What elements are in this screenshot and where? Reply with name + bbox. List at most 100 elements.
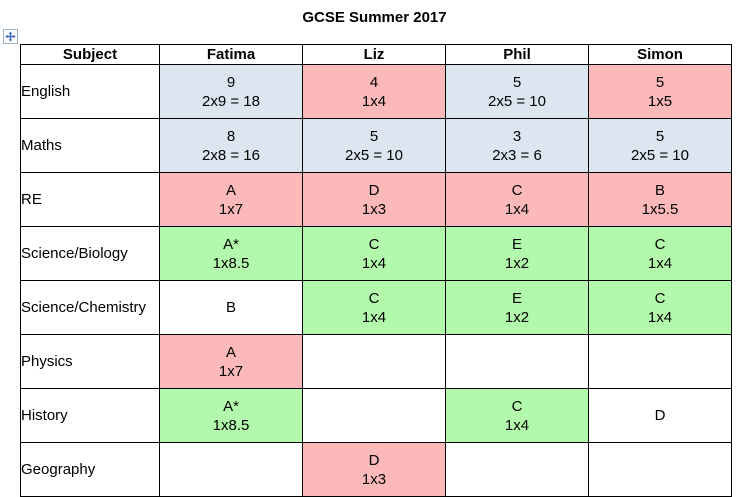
grade-cell[interactable]: E 1x2	[445, 280, 589, 335]
grade-value: C	[368, 289, 380, 307]
column-header-phil[interactable]: Phil	[445, 44, 589, 65]
grade-value: 8	[226, 127, 236, 145]
grade-cell[interactable]: C 1x4	[588, 280, 732, 335]
grade-calc: 1x2	[504, 308, 530, 326]
table-row: History A* 1x8.5 C 1x4 D	[20, 388, 732, 443]
grade-cell[interactable]: 5 1x5	[588, 64, 732, 119]
grade-calc: 1x4	[504, 200, 530, 218]
grade-cell[interactable]	[302, 388, 446, 443]
table-row: RE A 1x7 D 1x3 C 1x4 B 1x5.5	[20, 172, 732, 227]
grade-value: 9	[226, 73, 236, 91]
grade-cell[interactable]: C 1x4	[302, 226, 446, 281]
grade-calc: 1x3	[361, 470, 387, 488]
subject-label[interactable]: RE	[20, 172, 160, 227]
grade-value: B	[654, 181, 665, 199]
grade-value: A*	[223, 235, 239, 253]
grade-cell[interactable]	[159, 442, 303, 497]
grade-value: E	[511, 235, 522, 253]
grade-calc: 1x7	[218, 362, 244, 380]
header-row: Subject Fatima Liz Phil Simon	[20, 44, 732, 65]
grade-cell[interactable]: C 1x4	[302, 280, 446, 335]
grade-cell[interactable]: D	[588, 388, 732, 443]
grade-calc: 1x4	[647, 254, 673, 272]
grade-cell[interactable]	[445, 442, 589, 497]
grade-calc: 1x4	[504, 416, 530, 434]
grade-calc: 1x7	[218, 200, 244, 218]
grade-calc: 1x4	[361, 254, 387, 272]
grade-value: 5	[655, 73, 665, 91]
subject-label[interactable]: Physics	[20, 334, 160, 389]
grade-cell[interactable]: 4 1x4	[302, 64, 446, 119]
grade-cell[interactable]: 3 2x3 = 6	[445, 118, 589, 173]
subject-label[interactable]: Maths	[20, 118, 160, 173]
grade-calc: 2x5 = 10	[631, 146, 689, 164]
grade-calc: 1x4	[361, 308, 387, 326]
grade-cell[interactable]: B 1x5.5	[588, 172, 732, 227]
grade-value: A	[225, 181, 236, 199]
grade-cell[interactable]: D 1x3	[302, 442, 446, 497]
grade-value: C	[511, 397, 523, 415]
subject-label[interactable]: Geography	[20, 442, 160, 497]
table-row: Science/Biology A* 1x8.5 C 1x4 E 1x2 C 1x4	[20, 226, 732, 281]
grade-value: A	[225, 343, 236, 361]
grade-cell[interactable]: D 1x3	[302, 172, 446, 227]
grade-cell[interactable]: 5 2x5 = 10	[302, 118, 446, 173]
grade-cell[interactable]: 9 2x9 = 18	[159, 64, 303, 119]
results-table-body: English 9 2x9 = 18 4 1x4 5 2x5 = 10 5 1x5 Maths 8 2…	[20, 64, 732, 497]
grade-cell[interactable]: 8 2x8 = 16	[159, 118, 303, 173]
grade-cell[interactable]: 5 2x5 = 10	[588, 118, 732, 173]
grade-cell[interactable]	[588, 334, 732, 389]
grade-cell[interactable]: C 1x4	[445, 172, 589, 227]
grade-value: 3	[512, 127, 522, 145]
results-table: Subject Fatima Liz Phil Simon English 9 2x9 = …	[20, 44, 732, 497]
grade-value: 5	[655, 127, 665, 145]
grade-cell[interactable]: C 1x4	[588, 226, 732, 281]
column-header-fatima[interactable]: Fatima	[159, 44, 303, 65]
subject-label[interactable]: Science/Biology	[20, 226, 160, 281]
grade-cell[interactable]: E 1x2	[445, 226, 589, 281]
subject-label[interactable]: History	[20, 388, 160, 443]
subject-label[interactable]: English	[20, 64, 160, 119]
grade-value: E	[511, 289, 522, 307]
grade-calc: 2x5 = 10	[488, 92, 546, 110]
table-row: English 9 2x9 = 18 4 1x4 5 2x5 = 10 5 1x5	[20, 64, 732, 119]
page-title: GCSE Summer 2017	[302, 9, 447, 26]
grade-cell[interactable]: A 1x7	[159, 172, 303, 227]
grade-cell[interactable]: 5 2x5 = 10	[445, 64, 589, 119]
grade-calc: 2x9 = 18	[202, 92, 260, 110]
grade-value: D	[368, 451, 380, 469]
grade-calc: 1x4	[647, 308, 673, 326]
grade-value: A*	[223, 397, 239, 415]
grade-cell[interactable]	[302, 334, 446, 389]
grade-cell[interactable]	[588, 442, 732, 497]
grade-calc: 1x8.5	[212, 416, 250, 434]
grade-cell[interactable]: A* 1x8.5	[159, 226, 303, 281]
grade-cell[interactable]: A 1x7	[159, 334, 303, 389]
table-move-handle[interactable]	[3, 29, 18, 44]
grade-cell[interactable]	[445, 334, 589, 389]
table-row: Physics A 1x7	[20, 334, 732, 389]
grade-value: 5	[369, 127, 379, 145]
grade-value: C	[368, 235, 380, 253]
table-row: Geography D 1x3	[20, 442, 732, 497]
table-row: Science/Chemistry B C 1x4 E 1x2 C 1x4	[20, 280, 732, 335]
grade-calc: 2x3 = 6	[492, 146, 542, 164]
grade-value: 4	[369, 73, 379, 91]
grade-value: B	[225, 299, 236, 316]
column-header-subject[interactable]: Subject	[20, 44, 160, 65]
column-header-liz[interactable]: Liz	[302, 44, 446, 65]
grade-calc: 2x5 = 10	[345, 146, 403, 164]
grade-calc: 1x5	[647, 92, 673, 110]
grade-value: D	[654, 407, 666, 424]
subject-label[interactable]: Science/Chemistry	[20, 280, 160, 335]
column-header-simon[interactable]: Simon	[588, 44, 732, 65]
move-arrows-icon	[5, 31, 16, 42]
grade-value: C	[654, 235, 666, 253]
grade-cell[interactable]: C 1x4	[445, 388, 589, 443]
table-row: Maths 8 2x8 = 16 5 2x5 = 10 3 2x3 = 6 5 2x5 = 10	[20, 118, 732, 173]
grade-cell[interactable]: A* 1x8.5	[159, 388, 303, 443]
grade-value: C	[654, 289, 666, 307]
grade-cell[interactable]: B	[159, 280, 303, 335]
grade-calc: 1x2	[504, 254, 530, 272]
